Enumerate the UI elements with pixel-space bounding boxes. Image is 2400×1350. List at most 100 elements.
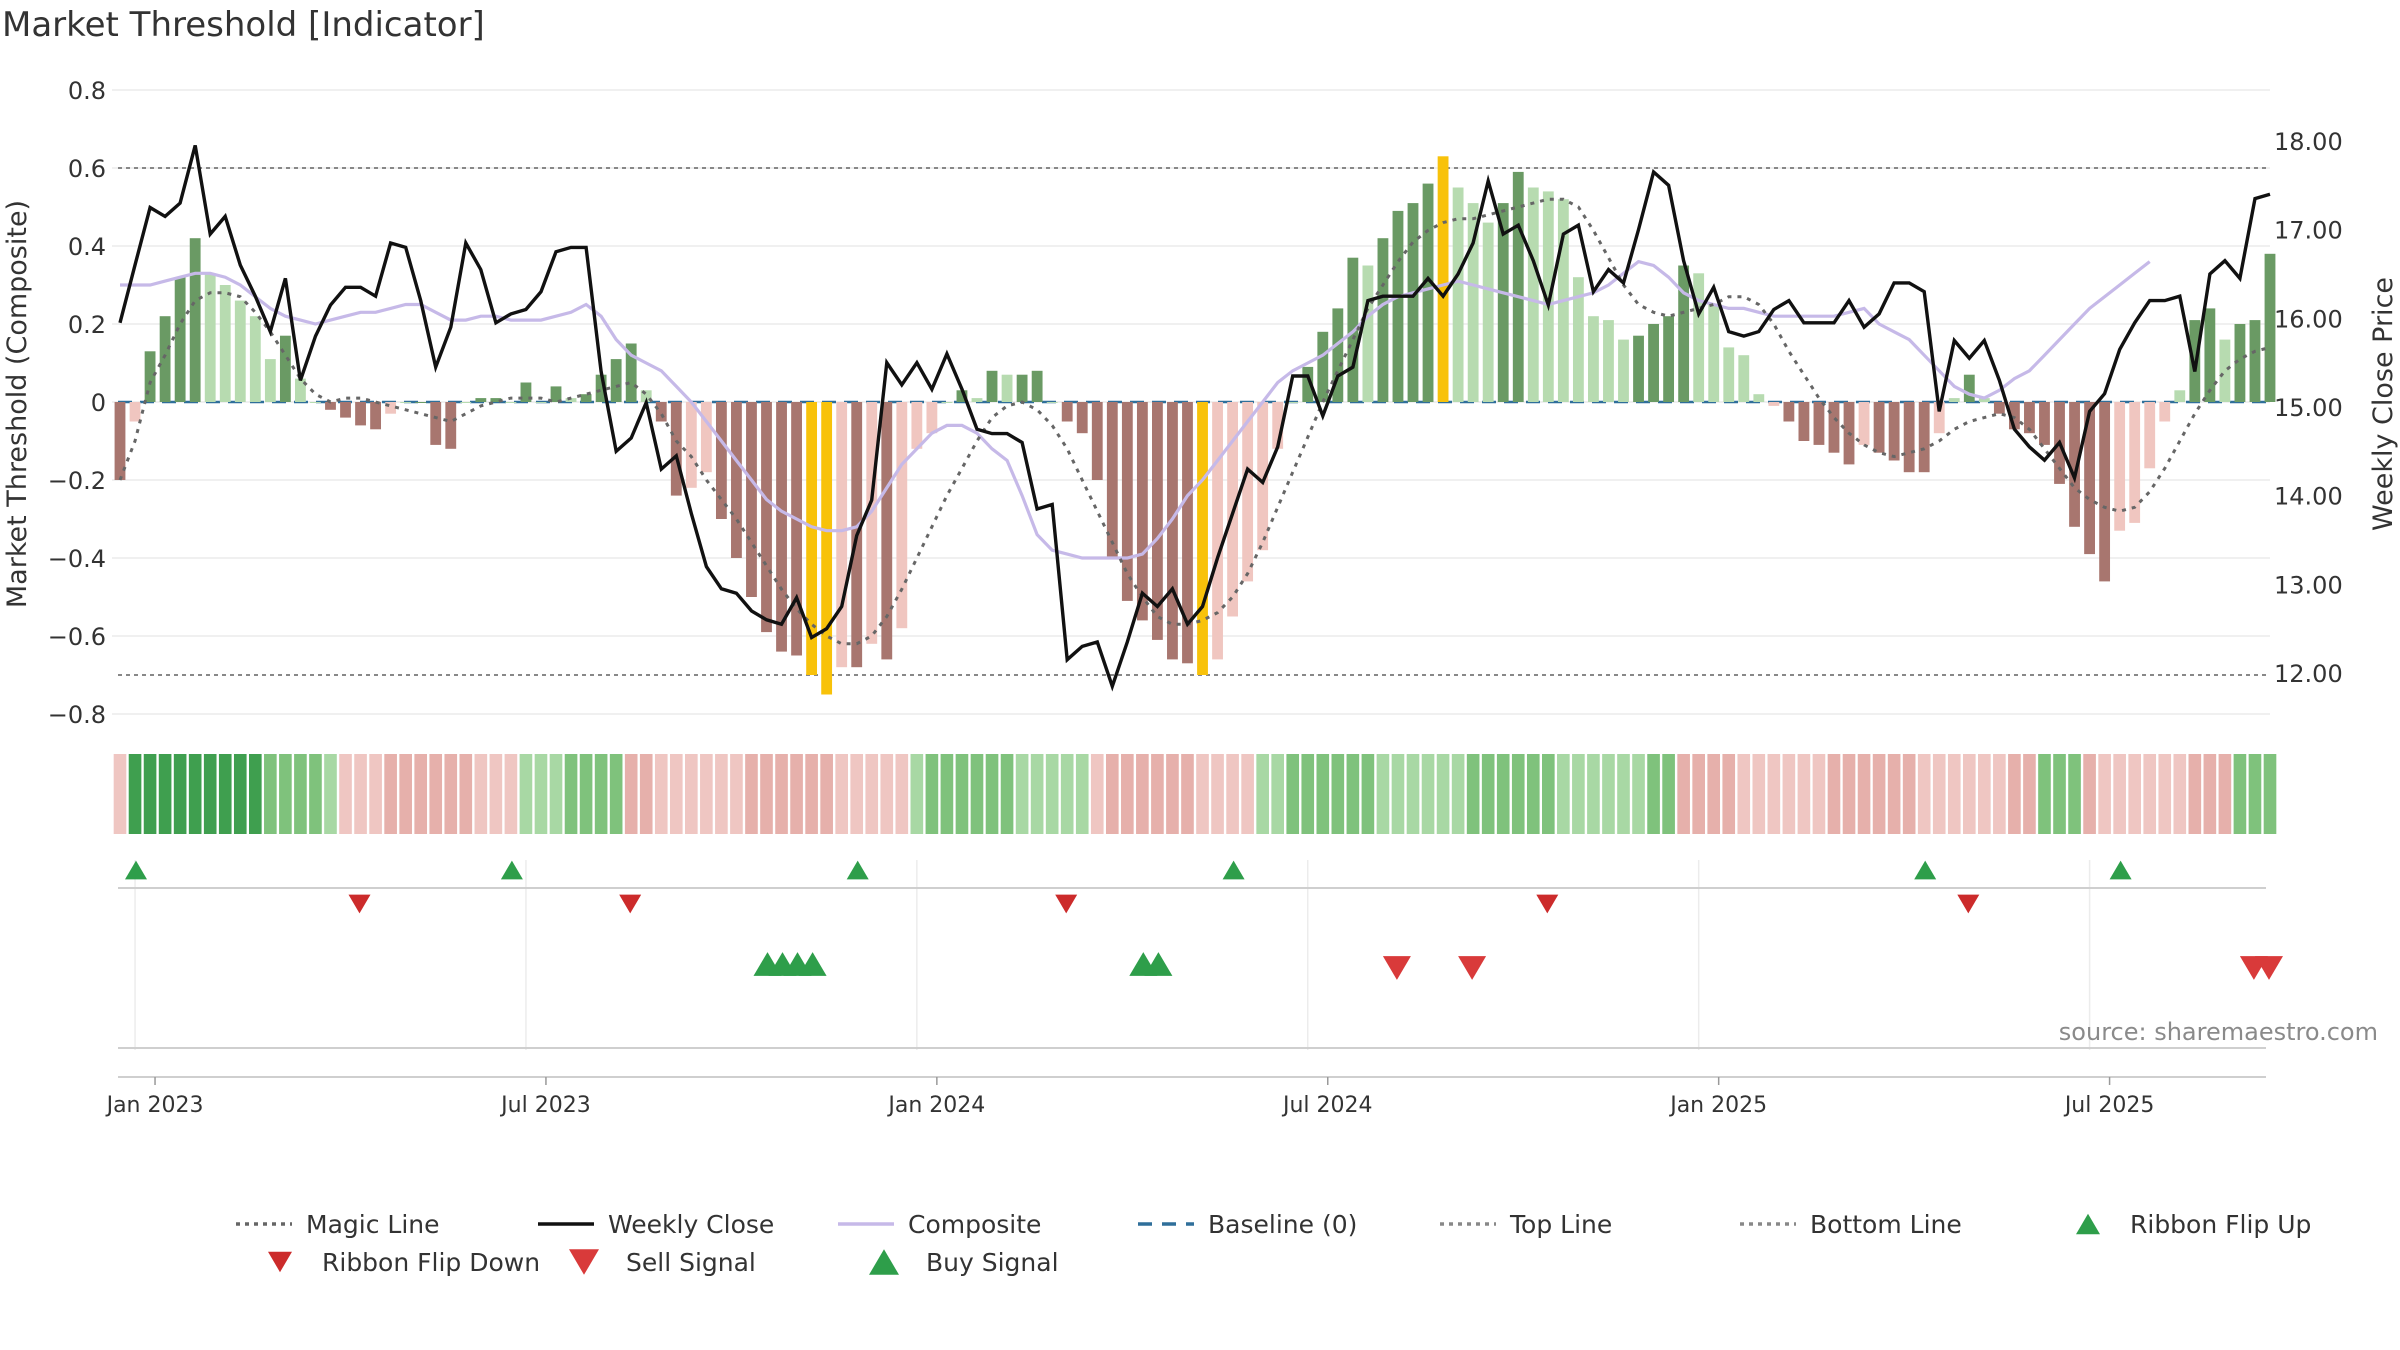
legend: Magic Line Weekly Close Composite Baseline … — [236, 1210, 2311, 1277]
ribbon-cell — [715, 754, 728, 834]
composite-bar — [1933, 402, 1945, 434]
ribbon-cell — [1857, 754, 1871, 834]
series-lines — [118, 144, 2271, 692]
ribbon-cell — [805, 754, 818, 834]
composite-bar — [385, 402, 397, 414]
ribbon-cell — [1346, 754, 1360, 834]
composite-bar — [1182, 402, 1193, 664]
ribbon-cell — [1587, 754, 1600, 834]
composite-bar — [340, 402, 351, 418]
ribbon-cell — [1045, 754, 1059, 834]
composite-bar — [505, 402, 517, 403]
composite-bar — [295, 378, 306, 402]
right-tick-label: 18.00 — [2274, 128, 2343, 156]
composite-bar — [956, 390, 968, 402]
ribbon-cell — [1707, 754, 1721, 834]
composite-bar — [1136, 402, 1148, 621]
ribbon-cell — [985, 754, 999, 834]
composite-bar — [234, 300, 246, 402]
ribbon-cell — [1226, 754, 1239, 834]
composite-bar — [776, 402, 787, 652]
ribbon-cell — [940, 754, 954, 834]
composite-bar — [1392, 210, 1404, 402]
left-tick-label: 0.6 — [68, 155, 106, 183]
ribbon-cell — [324, 754, 337, 834]
ribbon-flip-down-marker — [1536, 894, 1559, 914]
ribbon-cell — [1136, 754, 1149, 834]
composite-bar — [114, 402, 126, 480]
left-axis-ticks: 0.8 0.6 0.4 0.2 0 −0.2 −0.4 −0.6 −0.8 — [48, 77, 106, 729]
ribbon-cell — [2218, 754, 2232, 834]
ribbon-cell — [1827, 754, 1841, 834]
ribbon-cell — [1647, 754, 1660, 834]
legend-label: Buy Signal — [926, 1248, 1059, 1277]
composite-bar — [219, 285, 231, 402]
left-tick-label: 0.4 — [68, 233, 106, 261]
chart-title: Market Threshold [Indicator] — [2, 5, 485, 45]
legend-marker — [268, 1251, 292, 1273]
sell-signal-marker — [2255, 956, 2283, 980]
ribbon-cell — [1090, 754, 1104, 834]
ribbon-cell — [609, 754, 623, 834]
composite-line — [120, 259, 2151, 560]
composite-bar — [1377, 238, 1389, 402]
legend-label: Weekly Close — [608, 1210, 774, 1239]
composite-bar — [1407, 203, 1419, 402]
source-note: source: sharemaestro.com — [2059, 1018, 2378, 1046]
ribbon-cell — [1436, 754, 1450, 834]
composite-bar — [1152, 402, 1163, 640]
ribbon-cell — [579, 754, 593, 834]
legend-label: Bottom Line — [1810, 1210, 1962, 1239]
ribbon-cell — [654, 754, 668, 834]
ribbon-cell — [429, 754, 443, 834]
composite-bar — [761, 402, 772, 633]
ribbon-cell — [1376, 754, 1390, 834]
left-tick-label: −0.2 — [48, 467, 106, 495]
ribbon-flip-up-marker — [125, 860, 147, 880]
ribbon-cell — [1496, 754, 1510, 834]
ribbon-cell — [1887, 754, 1901, 834]
ribbon-cell — [1526, 754, 1540, 834]
composite-bar — [2249, 320, 2261, 402]
composite-bar — [2234, 324, 2246, 402]
composite-bar — [310, 402, 321, 403]
right-tick-label: 12.00 — [2274, 660, 2343, 688]
ribbon-cell — [1902, 754, 1916, 834]
legend-label: Top Line — [1509, 1210, 1612, 1239]
composite-bar — [400, 402, 412, 403]
left-tick-label: 0.8 — [68, 77, 106, 105]
ribbon-cell — [2173, 754, 2187, 834]
ribbon-cell — [1842, 754, 1856, 834]
composite-bar — [1212, 402, 1223, 660]
legend-label: Ribbon Flip Down — [322, 1248, 540, 1277]
composite-bar — [1618, 339, 1629, 402]
legend-item: Composite — [838, 1210, 1041, 1239]
ribbon-cell — [2113, 754, 2126, 834]
ribbon-cell — [790, 754, 803, 834]
composite-bar — [1512, 171, 1524, 402]
composite-bar — [1452, 187, 1464, 402]
ribbon-cell — [1767, 754, 1781, 834]
ribbon-cell — [1797, 754, 1811, 834]
composite-bar — [129, 402, 141, 422]
composite-bar — [1783, 402, 1795, 422]
composite-bar — [355, 402, 366, 426]
left-tick-label: 0 — [91, 389, 106, 417]
composite-bar — [520, 382, 532, 402]
ribbon-cell — [1121, 754, 1134, 834]
composite-bar — [1031, 370, 1043, 402]
composite-bar — [1422, 183, 1434, 402]
ribbon-cell — [669, 754, 683, 834]
x-tick-label: Jan 2025 — [1668, 1093, 1767, 1118]
legend-item: Ribbon Flip Down — [268, 1248, 540, 1277]
legend-item: Ribbon Flip Up — [2076, 1210, 2311, 1239]
ribbon-cell — [955, 754, 969, 834]
ribbon-cell — [248, 754, 262, 834]
composite-bar — [1362, 265, 1374, 402]
ribbon-cell — [1752, 754, 1766, 834]
composite-bar — [415, 402, 427, 403]
ribbon-cell — [1722, 754, 1736, 834]
composite-bar — [1873, 402, 1885, 453]
ribbon-cell — [2023, 754, 2036, 834]
